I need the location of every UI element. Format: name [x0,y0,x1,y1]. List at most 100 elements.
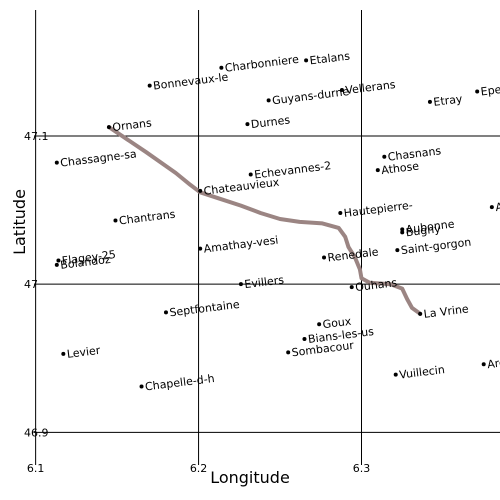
place-label: Guyans-durne [271,85,350,107]
place-label: Amathay-vesi [203,234,279,256]
place-marker: Charbonniere [219,53,300,75]
place-label: Vellerans [345,78,397,97]
place-marker: Renedale [322,245,379,264]
place-label: Goux [322,315,353,331]
place-dot [349,285,354,290]
place-label: Aubonne [405,217,455,236]
place-dot [56,258,61,263]
place-label: Arc [486,356,500,371]
place-marker: Durnes [245,113,291,131]
x-tick-label: 6.3 [353,462,371,475]
place-dot [245,122,250,127]
place-marker: Amathay-vesi [198,234,279,256]
place-dot [286,350,291,355]
place-dot [400,230,405,235]
y-tick-label: 46.9 [24,426,49,439]
place-label: Etalans [309,49,351,67]
place-marker: Etray [427,92,464,109]
y-axis-title: Latitude [10,189,29,255]
place-label: Chateauvieux [203,176,281,198]
place-marker: Aubonne [400,217,455,236]
place-dot [400,227,405,232]
place-label: Septfontaine [169,298,241,320]
place-label: Evillers [244,273,285,291]
place-marker: La Vrine [418,302,470,321]
place-label: Chassagne-sa [60,147,138,169]
place-dot [248,172,253,177]
place-marker: Chapelle-d-h [139,372,215,393]
place-dot [54,262,59,267]
place-dot [238,282,243,287]
place-dot [198,188,203,193]
place-dot [427,99,432,104]
place-dot [322,255,327,260]
x-tick-label: 6.1 [27,462,45,475]
place-dot [266,98,271,103]
place-label: Chasnans [387,144,442,163]
place-marker: Ouhans [349,276,398,294]
place-dot [61,351,66,356]
place-label: Bugny [405,222,442,239]
place-marker: Ornans [106,116,153,134]
place-label: Bolandoz [60,253,112,272]
place-marker: Chateauvieux [198,176,280,198]
place-marker: Evillers [238,273,285,291]
place-marker: Vuillecin [393,363,446,382]
place-marker: Chassagne-sa [54,147,138,170]
place-label: Hautepierre- [343,199,413,220]
place-dot [481,362,486,367]
place-label: Chapelle-d-h [144,372,215,393]
place-label: Etray [433,92,464,109]
grid-layer [34,10,500,465]
place-marker: Hautepierre- [338,199,413,220]
place-dot [317,322,322,327]
place-marker: Etalans [304,49,351,67]
place-dot [304,58,309,63]
place-dot [393,372,398,377]
place-dot [489,205,494,210]
place-label: Ornans [112,116,153,134]
place-marker: Goux [317,315,353,331]
place-marker: Sombacour [286,339,355,360]
place-label: Durnes [250,113,291,131]
place-marker: Guyans-durne [266,85,350,107]
place-marker: Levier [61,344,101,361]
place-dot [54,160,59,165]
place-label: Arc [495,199,500,214]
place-dot [339,88,344,93]
place-dot [418,311,423,316]
place-dot [113,218,118,223]
place-dot [302,337,307,342]
place-marker: Arc [481,356,500,371]
place-marker: Vellerans [339,78,397,97]
place-dot [375,168,380,173]
place-label: La Vrine [423,302,470,320]
place-dot [395,248,400,253]
place-marker: Arc [489,199,500,214]
place-dot [139,384,144,389]
place-marker: Athose [375,159,420,177]
place-dot [219,65,224,70]
place-label: Sombacour [291,339,355,360]
place-dot [163,310,168,315]
y-tick-label: 47.1 [24,130,49,143]
place-label: Chantrans [118,208,176,228]
route-layer [107,125,423,316]
y-tick-label: 47 [24,278,38,291]
place-dot [338,211,343,216]
place-marker: Bonnevaux-le [147,70,229,93]
place-label: Levier [66,344,101,361]
place-dot [106,125,111,130]
place-label: Bonnevaux-le [152,70,229,92]
place-marker: Bolandoz [54,253,112,272]
place-marker: Bugny [400,222,442,239]
place-marker: Epenoy [475,81,500,99]
place-marker: Chantrans [113,208,176,228]
place-label: Charbonniere [224,53,300,75]
place-label: Vuillecin [399,363,446,381]
place-label: Epenoy [480,81,500,99]
place-dot [147,83,152,88]
place-dot [382,154,387,159]
